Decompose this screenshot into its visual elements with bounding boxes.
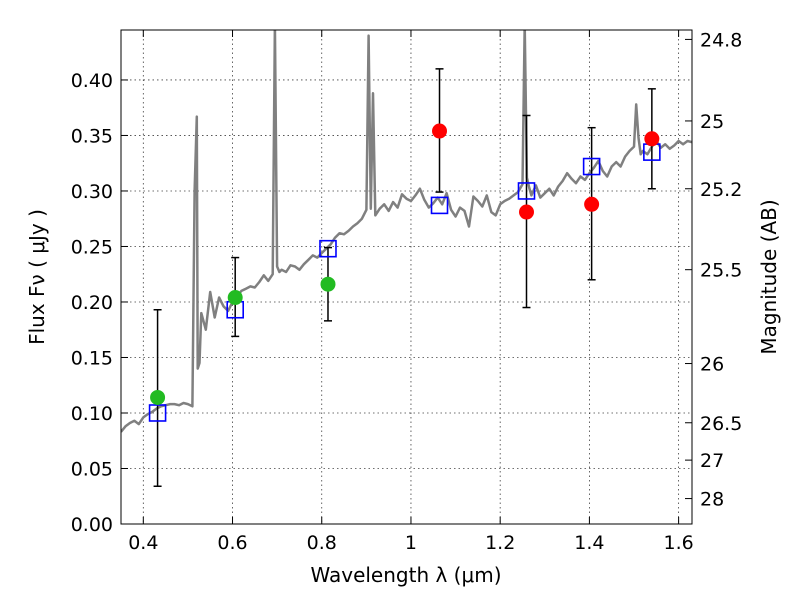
observed-flux-point [150, 389, 166, 405]
y-tick-label: 0.25 [71, 236, 113, 258]
observed-flux-point [584, 196, 600, 212]
y-tick-label: 0.35 [71, 125, 113, 147]
observed-flux-point [644, 131, 660, 147]
y2-tick-label: 26.5 [700, 413, 742, 435]
x-tick-label: 1 [405, 532, 417, 554]
y-tick-label: 0.20 [71, 292, 113, 314]
y-tick-label: 0.15 [71, 347, 113, 369]
error-bars-layer [153, 68, 656, 488]
axis-ticks: 0.4 0.6 0.8 1 1.2 1.4 1.6 0.00 0.05 0.10 0.15 0.20 0… [71, 29, 743, 554]
y2-axis-title: Magnitude (AB) [757, 199, 781, 354]
model-photometry-square [517, 182, 536, 200]
observed-flux-point [518, 204, 534, 220]
grid-lines [121, 30, 692, 524]
x-tick-label: 1.2 [485, 532, 515, 554]
y2-tick-label: 25.2 [700, 179, 742, 201]
x-tick-label: 1.6 [664, 532, 694, 554]
y-tick-label: 0.05 [71, 458, 113, 480]
x-tick-label: 0.6 [217, 532, 247, 554]
observed-flux-point [227, 290, 243, 306]
y-tick-label: 0.10 [71, 403, 113, 425]
model-photometry-square [319, 239, 337, 258]
plot-frame [120, 29, 693, 525]
y2-tick-label: 25.5 [700, 260, 742, 282]
x-axis-title: Wavelength λ (μm) [310, 563, 501, 587]
y-tick-label: 0.00 [71, 514, 113, 536]
model-spectrum-layer [121, 30, 692, 433]
y-axis-title: Flux Fν ( μJy ) [25, 209, 49, 345]
x-tick-label: 0.8 [307, 532, 337, 554]
model-spectrum-line [121, 30, 692, 433]
observed-flux-point [432, 123, 448, 139]
y-tick-label: 0.30 [71, 181, 113, 203]
y2-tick-label: 28 [700, 489, 724, 511]
observed-flux-point [320, 276, 336, 292]
data-markers-layer [148, 123, 661, 422]
model-photometry-square [148, 404, 167, 422]
y2-tick-label: 25 [700, 111, 724, 133]
y2-tick-label: 24.8 [700, 29, 742, 51]
model-photometry-square [430, 196, 449, 215]
y2-tick-label: 26 [700, 354, 724, 376]
x-tick-label: 0.4 [128, 532, 158, 554]
model-photometry-square [582, 157, 601, 176]
y-tick-label: 0.40 [71, 70, 113, 92]
y2-tick-label: 27 [700, 450, 724, 472]
x-tick-label: 1.4 [574, 532, 604, 554]
